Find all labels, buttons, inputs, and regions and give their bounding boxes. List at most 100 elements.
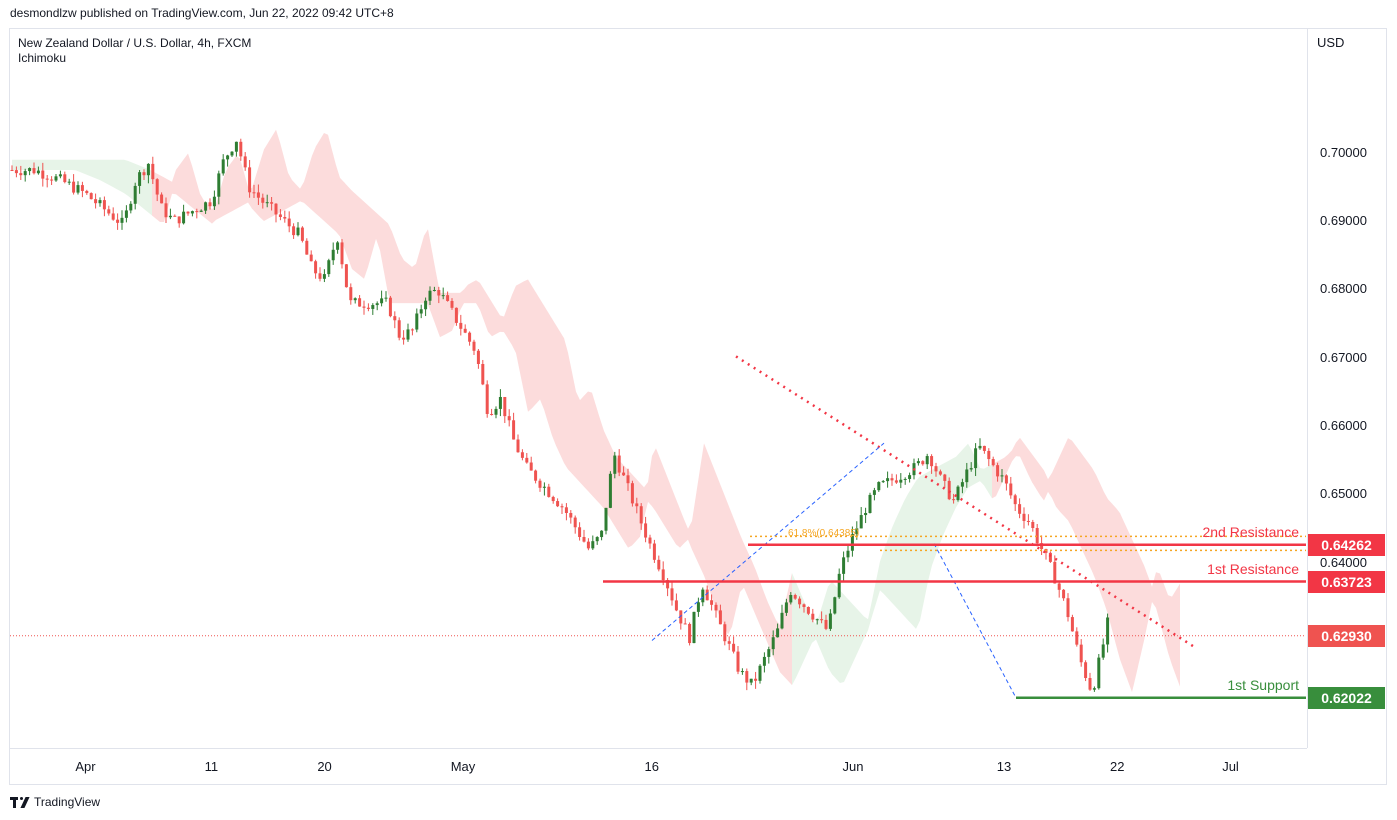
cloud-segment bbox=[952, 456, 956, 516]
candle-body bbox=[371, 305, 375, 309]
tradingview-logo-icon[interactable] bbox=[10, 796, 30, 808]
cloud-segment bbox=[588, 391, 592, 496]
candle-body bbox=[468, 332, 472, 342]
cloud-segment bbox=[512, 285, 516, 354]
indicator-name[interactable]: Ichimoku bbox=[18, 51, 67, 65]
candle-body bbox=[564, 507, 568, 513]
cloud-segment bbox=[540, 299, 544, 410]
cloud-segment bbox=[724, 493, 728, 635]
candle-body bbox=[120, 217, 124, 223]
cloud-segment bbox=[1024, 443, 1028, 474]
candle-body bbox=[54, 176, 58, 181]
candle-body bbox=[89, 193, 93, 200]
candle-body bbox=[718, 610, 722, 625]
cloud-segment bbox=[308, 155, 312, 211]
cloud-segment bbox=[276, 129, 280, 215]
level-badge: 0.64262 bbox=[1308, 533, 1385, 556]
candle-body bbox=[784, 602, 788, 613]
candle-body bbox=[529, 462, 533, 471]
candle-body bbox=[573, 517, 577, 528]
cloud-segment bbox=[260, 149, 264, 221]
candle-body bbox=[23, 171, 27, 176]
cloud-segment bbox=[476, 280, 480, 310]
cloud-segment bbox=[268, 136, 272, 219]
cloud-segment bbox=[440, 292, 444, 338]
candle-body bbox=[1066, 598, 1070, 618]
cloud-segment bbox=[324, 133, 328, 225]
candle-body bbox=[212, 196, 216, 207]
candle-body bbox=[727, 641, 731, 644]
cloud-segment bbox=[176, 164, 180, 198]
cloud-segment bbox=[148, 169, 152, 216]
cloud-segment bbox=[1028, 448, 1032, 483]
candle-body bbox=[287, 218, 291, 227]
cloud-segment bbox=[68, 159, 72, 170]
candle-body bbox=[969, 468, 973, 470]
cloud-segment bbox=[1096, 474, 1100, 592]
cloud-segment bbox=[968, 443, 972, 488]
candle-body bbox=[151, 163, 155, 180]
candle-body bbox=[199, 210, 203, 212]
candle-body bbox=[754, 678, 758, 681]
candle-body bbox=[116, 219, 120, 223]
cloud-segment bbox=[464, 284, 468, 304]
candle-body bbox=[925, 456, 929, 465]
cloud-segment bbox=[1124, 521, 1128, 682]
candle-body bbox=[960, 482, 964, 487]
candle-body bbox=[947, 480, 951, 500]
candle-body bbox=[463, 328, 467, 333]
candle-body bbox=[1075, 631, 1079, 645]
candle-body bbox=[410, 329, 414, 331]
candle-body bbox=[930, 456, 934, 467]
candle-body bbox=[740, 671, 744, 673]
cloud-segment bbox=[1104, 492, 1108, 615]
cloud-segment bbox=[128, 160, 132, 200]
candle-body bbox=[388, 297, 392, 317]
candle-body bbox=[965, 469, 969, 483]
candle-body bbox=[877, 482, 881, 491]
cloud-segment bbox=[280, 142, 284, 213]
candle-body bbox=[459, 322, 463, 329]
cloud-segment bbox=[1072, 440, 1076, 537]
cloud-segment bbox=[60, 159, 64, 170]
cloud-segment bbox=[336, 165, 340, 237]
candle-body bbox=[234, 141, 238, 152]
cloud-segment bbox=[700, 443, 704, 576]
candle-body bbox=[582, 537, 586, 542]
candle-body bbox=[608, 473, 612, 508]
candle-body bbox=[745, 671, 749, 683]
chart-legend: New Zealand Dollar / U.S. Dollar, 4h, FX… bbox=[18, 36, 251, 66]
time-scale[interactable] bbox=[9, 748, 1307, 786]
cloud-segment bbox=[288, 172, 292, 208]
cloud-segment bbox=[676, 498, 680, 548]
candle-body bbox=[811, 613, 815, 620]
cloud-segment bbox=[316, 139, 320, 218]
cloud-segment bbox=[888, 527, 892, 603]
candle-body bbox=[344, 264, 348, 288]
candle-body bbox=[868, 494, 872, 513]
candles bbox=[10, 138, 1110, 692]
cloud-segment bbox=[932, 467, 936, 566]
candle-body bbox=[723, 624, 727, 642]
cloud-segment bbox=[1160, 573, 1164, 638]
cloud-segment bbox=[788, 573, 792, 686]
cloud-segment bbox=[568, 352, 572, 474]
price-tick: 0.69000 bbox=[1320, 213, 1367, 229]
cloud-segment bbox=[864, 616, 868, 639]
symbol-title[interactable]: New Zealand Dollar / U.S. Dollar, 4h, FX… bbox=[18, 36, 252, 50]
cloud-segment bbox=[728, 504, 732, 635]
price-scale[interactable] bbox=[1307, 28, 1388, 748]
candle-body bbox=[340, 242, 344, 265]
cloud-segment bbox=[16, 159, 20, 170]
publisher-header: desmondlzw published on TradingView.com,… bbox=[10, 6, 394, 20]
cloud-segment bbox=[908, 487, 912, 625]
cloud-segment bbox=[228, 161, 232, 214]
candle-body bbox=[67, 181, 71, 183]
cloud-segment bbox=[196, 179, 200, 214]
candle-body bbox=[358, 298, 362, 307]
cloud-segment bbox=[444, 292, 448, 336]
price-tick: 0.64000 bbox=[1320, 554, 1367, 570]
candle-body bbox=[648, 537, 652, 544]
footer-brand[interactable]: TradingView bbox=[34, 795, 101, 809]
